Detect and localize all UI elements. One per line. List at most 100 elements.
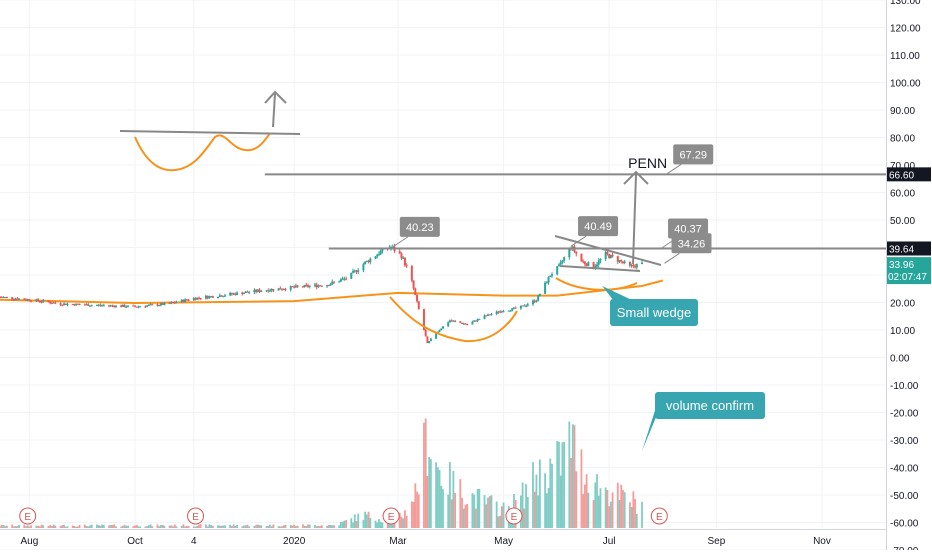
candle bbox=[497, 311, 500, 313]
volume-bar bbox=[352, 522, 354, 528]
volume-bar bbox=[539, 459, 541, 528]
earnings-marker bbox=[187, 507, 205, 525]
volume-bar bbox=[596, 474, 598, 528]
volume-bar bbox=[606, 489, 609, 528]
volume-bar bbox=[400, 516, 403, 528]
candle bbox=[514, 307, 517, 309]
candle bbox=[127, 305, 130, 307]
y-tick-label: 20.00 bbox=[890, 299, 915, 310]
candle bbox=[519, 305, 522, 309]
candle bbox=[483, 315, 486, 319]
candle bbox=[272, 289, 275, 291]
volume-bar bbox=[258, 525, 261, 528]
volume-bar bbox=[357, 513, 360, 528]
earnings-marker bbox=[19, 507, 37, 525]
y-tick-label: 60.00 bbox=[890, 189, 915, 200]
volume-bar bbox=[447, 494, 450, 528]
candle bbox=[604, 252, 607, 259]
candle bbox=[557, 264, 560, 267]
candle bbox=[90, 305, 93, 307]
candle bbox=[87, 304, 90, 306]
candle bbox=[260, 291, 263, 293]
candle bbox=[429, 338, 432, 342]
candle bbox=[326, 285, 329, 287]
volume-bar bbox=[545, 493, 548, 528]
y-tick-label: 130.00 bbox=[890, 0, 921, 7]
price-callout-label: 40.23 bbox=[406, 222, 434, 234]
volume-bar bbox=[379, 521, 382, 528]
volume-bar bbox=[635, 513, 638, 528]
candle bbox=[509, 310, 512, 312]
volume-bar bbox=[525, 484, 527, 528]
candle bbox=[511, 308, 514, 311]
volume-bar bbox=[35, 525, 38, 528]
volume-bar bbox=[500, 506, 503, 528]
candle bbox=[161, 303, 164, 305]
earnings-marker-label: E bbox=[656, 512, 663, 523]
candle bbox=[512, 307, 515, 309]
volume-bar bbox=[412, 501, 415, 528]
candle bbox=[101, 305, 104, 307]
volume-bar bbox=[533, 491, 536, 528]
candle bbox=[618, 260, 621, 262]
volume-bar bbox=[220, 525, 223, 528]
volume-bar bbox=[293, 524, 296, 528]
volume-bar bbox=[423, 422, 425, 528]
volume-bar bbox=[108, 525, 110, 528]
candle bbox=[28, 299, 31, 301]
y-tick-label: 90.00 bbox=[890, 106, 915, 117]
candle bbox=[135, 306, 138, 308]
candle bbox=[476, 319, 479, 322]
candle bbox=[204, 295, 207, 299]
handle-curve bbox=[555, 277, 638, 291]
candle bbox=[182, 299, 185, 302]
volume-bar bbox=[338, 525, 341, 528]
candle bbox=[50, 303, 53, 305]
x-tick-label: Oct bbox=[127, 536, 143, 547]
volume-bar bbox=[532, 462, 534, 528]
volume-bar bbox=[473, 494, 476, 528]
volume-bar bbox=[435, 462, 437, 528]
volume-bar bbox=[139, 526, 142, 528]
volume-bar bbox=[597, 495, 600, 528]
drawings-back bbox=[0, 279, 664, 305]
candle bbox=[95, 305, 98, 307]
candle bbox=[331, 281, 334, 285]
candle bbox=[367, 260, 370, 263]
volume-bar bbox=[641, 501, 643, 528]
volume-bar bbox=[277, 526, 280, 528]
volume-bar bbox=[158, 526, 161, 528]
candle bbox=[294, 285, 297, 288]
volume-bar bbox=[326, 526, 328, 528]
candle bbox=[355, 270, 358, 272]
candle bbox=[222, 296, 225, 298]
candle bbox=[414, 288, 417, 295]
volume-bar bbox=[388, 522, 391, 528]
candle bbox=[426, 336, 429, 343]
candle bbox=[293, 286, 296, 288]
volume-bar bbox=[4, 526, 7, 528]
volume-bar bbox=[521, 482, 524, 528]
candle bbox=[253, 289, 256, 293]
candle bbox=[305, 284, 308, 286]
earnings-marker-label: E bbox=[388, 512, 395, 523]
candle bbox=[381, 248, 384, 251]
candle bbox=[158, 305, 161, 307]
candle bbox=[635, 264, 638, 268]
volume-bar bbox=[199, 524, 202, 528]
candle bbox=[571, 246, 574, 249]
x-tick-label: 4 bbox=[191, 536, 197, 547]
volume-bar bbox=[243, 525, 245, 528]
volume-bar bbox=[279, 526, 282, 528]
candle bbox=[327, 285, 330, 287]
candle bbox=[47, 300, 50, 302]
volume-bar bbox=[253, 525, 256, 528]
volume-bar bbox=[121, 525, 124, 528]
callout-text: volume confirm bbox=[666, 398, 754, 413]
candle bbox=[338, 281, 341, 283]
candle bbox=[442, 326, 444, 329]
volume-bar bbox=[71, 525, 74, 528]
